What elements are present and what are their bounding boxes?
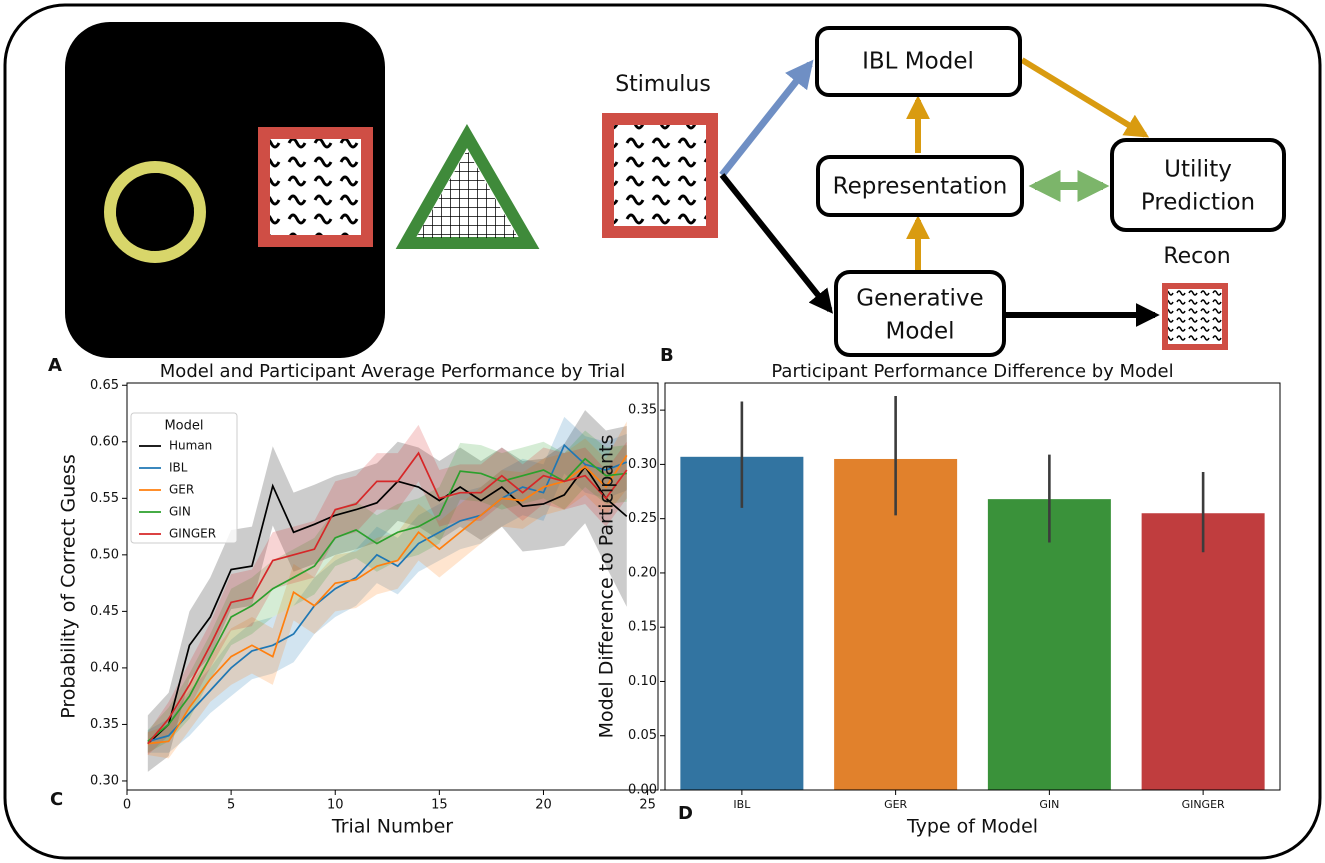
panel-label: B: [660, 345, 674, 366]
node-label: Prediction: [1141, 190, 1255, 216]
charts: Model and Participant Average Performanc…: [58, 361, 1281, 838]
y-tick-label: 0.45: [90, 604, 119, 619]
arrow: [719, 173, 833, 314]
y-tick-label: 0.35: [90, 717, 119, 732]
recon-label: Recon: [1163, 244, 1230, 269]
node-label: Model: [885, 319, 954, 345]
ci-band: [147, 410, 627, 772]
arrow: [1020, 57, 1150, 138]
x-tick-label: GINGER: [1182, 798, 1225, 811]
y-tick-label: 0.30: [90, 773, 119, 788]
axes-frame: [126, 382, 659, 791]
legend-title: Model: [164, 419, 203, 434]
y-tick-label: 0.00: [628, 783, 657, 798]
node: [815, 26, 1022, 97]
arrow: [719, 59, 814, 178]
ci-band: [147, 424, 627, 755]
y-tick-label: 0.60: [90, 434, 119, 449]
y-tick-label: 0.50: [90, 547, 119, 562]
y-axis-label: Model Difference to Participants: [596, 435, 618, 739]
y-tick-label: 0.40: [90, 660, 119, 675]
x-tick-label: 10: [327, 798, 344, 813]
panel-label: C: [50, 789, 63, 810]
chart-title: Model and Participant Average Performanc…: [160, 361, 625, 382]
y-tick-label: 0.30: [628, 457, 657, 472]
x-tick-label: IBL: [733, 798, 751, 811]
node-label: Generative: [856, 286, 983, 312]
legend-label: GINGER: [169, 527, 216, 541]
frame: [3, 3, 1322, 860]
y-tick-label: 0.05: [628, 728, 657, 743]
y-tick-label: 0.25: [628, 511, 657, 526]
x-tick-label: GIN: [1039, 798, 1059, 811]
x-tick-label: 0: [123, 798, 131, 813]
x-axis-label: Type of Model: [906, 816, 1038, 838]
y-tick-label: 0.10: [628, 674, 657, 689]
node-label: Utility: [1164, 157, 1232, 183]
stimulus-label: Stimulus: [615, 72, 711, 97]
ci-band: [147, 430, 627, 753]
legend-label: Human: [169, 439, 212, 453]
y-axis-label: Probability of Correct Guess: [58, 454, 80, 718]
x-tick-label: 15: [431, 798, 448, 813]
node: [834, 270, 1006, 357]
legend-label: GIN: [169, 505, 191, 519]
x-axis-label: Trial Number: [331, 816, 453, 838]
node-label: Representation: [833, 174, 1008, 200]
y-tick-label: 0.15: [628, 620, 657, 635]
x-tick-label: GER: [884, 798, 907, 811]
series-line: [147, 457, 627, 743]
series-line: [147, 465, 628, 745]
y-tick-label: 0.55: [90, 491, 119, 506]
panel-label: D: [678, 803, 693, 824]
x-tick-label: 20: [535, 798, 552, 813]
node-label: IBL Model: [862, 49, 974, 75]
node: [816, 155, 1024, 217]
x-tick-label: 25: [639, 798, 656, 813]
y-tick-label: 0.35: [628, 403, 657, 418]
legend-label: IBL: [169, 461, 188, 475]
axes-frame: [664, 382, 1281, 791]
legend-label: GER: [169, 483, 194, 497]
series-line: [147, 451, 628, 745]
screen: [65, 22, 385, 358]
series-line: [147, 454, 628, 745]
y-tick-label: 0.65: [90, 378, 119, 393]
ci-band: [147, 421, 627, 759]
bar: [987, 499, 1111, 790]
y-tick-label: 0.20: [628, 565, 657, 580]
series-line: [147, 443, 628, 743]
bar: [680, 456, 804, 790]
chart-title: Participant Performance Difference by Mo…: [771, 361, 1173, 382]
node: [1110, 138, 1286, 232]
panel-label: A: [48, 355, 62, 376]
x-tick-label: 5: [227, 798, 235, 813]
ci-band: [147, 416, 627, 753]
bar: [1141, 513, 1265, 790]
